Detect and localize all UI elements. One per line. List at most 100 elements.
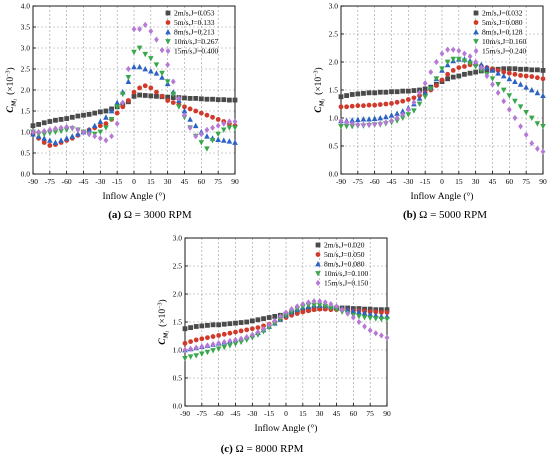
data-point (311, 298, 317, 305)
data-point (489, 76, 496, 82)
data-point (456, 47, 462, 54)
y-tick-label: 2.0 (173, 290, 183, 299)
data-point (355, 91, 361, 97)
data-point (367, 315, 373, 322)
x-tick-label: 30 (472, 177, 480, 186)
data-point (361, 121, 366, 128)
y-tick-label: 0.0 (329, 170, 339, 179)
y-tick-label: 1.5 (173, 318, 183, 327)
data-point (300, 309, 306, 315)
data-point (288, 309, 295, 315)
data-point (249, 331, 255, 338)
data-point (367, 311, 373, 317)
data-point (534, 67, 540, 73)
y-tick-label: 1.5 (21, 107, 31, 116)
y-tick-label: 2.5 (21, 65, 31, 74)
data-point (501, 98, 507, 105)
data-point (154, 89, 159, 95)
legend-label: 5m/s,J=0.133 (174, 18, 215, 27)
data-point (255, 317, 261, 323)
y-tick-label: 0.0 (21, 170, 31, 179)
data-point (518, 66, 523, 72)
data-point (517, 81, 524, 87)
data-point (378, 332, 384, 339)
data-point (199, 343, 205, 350)
data-point (400, 111, 406, 118)
legend-marker (315, 242, 321, 248)
data-point (378, 310, 384, 315)
data-point (64, 116, 70, 121)
data-point (366, 116, 372, 122)
data-point (377, 89, 383, 95)
legend-marker (165, 20, 171, 25)
data-point (193, 344, 199, 351)
data-point (114, 110, 120, 116)
data-point (92, 110, 98, 116)
data-point (41, 140, 47, 145)
data-point (69, 124, 75, 131)
data-point (63, 127, 70, 133)
data-point (355, 121, 361, 128)
data-point (450, 56, 457, 63)
legend-marker (473, 39, 479, 45)
x-tick-label: 60 (506, 177, 514, 186)
data-point (450, 74, 456, 80)
y-tick-label: 0.5 (173, 374, 183, 383)
legend-label: 2m/s,J=0.020 (324, 241, 365, 250)
x-tick-label: 90 (231, 177, 239, 186)
data-point (97, 129, 104, 135)
data-point (512, 66, 518, 72)
data-point (199, 351, 205, 357)
y-tick-label: 1.0 (173, 346, 183, 355)
data-point (58, 124, 64, 131)
legend-marker (473, 10, 479, 16)
x-tick-label: -15 (112, 177, 122, 186)
data-point (372, 316, 379, 322)
data-point (383, 119, 389, 126)
data-point (41, 120, 47, 126)
x-tick-label: -30 (247, 409, 257, 418)
x-tick-label: -45 (79, 177, 89, 186)
data-point (372, 102, 378, 108)
legend-label: 8m/s,J=0.213 (174, 28, 215, 37)
data-point (484, 64, 490, 70)
data-point (227, 321, 233, 327)
y-tick-label: 0.5 (21, 149, 31, 158)
data-point (383, 101, 389, 107)
legend-marker (315, 252, 321, 257)
data-point (433, 58, 439, 66)
data-point (198, 96, 204, 102)
data-point (261, 325, 266, 332)
x-tick-label: -45 (231, 409, 241, 418)
data-point (266, 315, 272, 320)
data-point (495, 82, 501, 88)
data-point (170, 78, 176, 85)
x-tick-label: 90 (383, 409, 391, 418)
data-point (204, 96, 210, 102)
data-point (378, 307, 384, 313)
data-point (366, 90, 372, 96)
data-point (97, 118, 104, 124)
data-point (205, 335, 210, 341)
data-point (518, 73, 523, 78)
data-point (204, 112, 210, 118)
data-point (210, 322, 216, 328)
data-point (47, 130, 53, 136)
data-point (361, 310, 368, 316)
data-point (512, 78, 518, 84)
data-point (394, 114, 400, 122)
data-point (400, 98, 406, 104)
data-point (210, 124, 215, 131)
data-point (467, 70, 473, 76)
data-point (361, 315, 368, 321)
data-point (232, 118, 238, 125)
data-point (159, 74, 165, 80)
x-tick-label: -30 (95, 177, 105, 186)
data-point (512, 71, 518, 77)
data-point (120, 99, 126, 106)
data-point (540, 92, 546, 98)
legend: 2m/s,J=0.0325m/s,J=0.0808m/s,J=0.12810m/… (473, 9, 526, 56)
data-point (210, 348, 216, 354)
data-point (277, 316, 284, 323)
data-point (244, 334, 250, 341)
